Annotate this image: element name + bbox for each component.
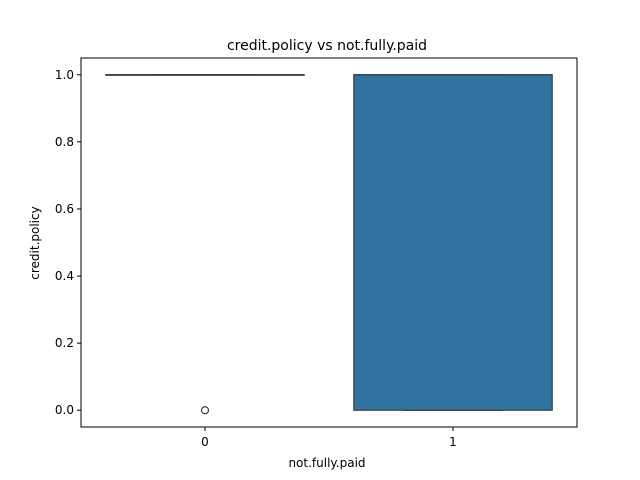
y-tick-label: 1.0 <box>55 68 74 82</box>
y-axis: 0.0 0.2 0.4 0.6 0.8 1.0 <box>55 68 81 417</box>
x-tick-label: 1 <box>449 435 457 449</box>
chart-title: credit.policy vs not.fully.paid <box>227 38 427 54</box>
y-axis-label: credit.policy <box>28 206 42 279</box>
box-group-0 <box>105 74 305 415</box>
y-tick-label: 0.2 <box>55 336 74 350</box>
box-iqr <box>353 74 553 411</box>
x-tick-label: 0 <box>201 435 209 449</box>
outlier-point <box>200 406 210 415</box>
axes-frame <box>80 57 578 428</box>
y-tick-label: 0.0 <box>55 403 74 417</box>
y-tick-label: 0.4 <box>55 269 74 283</box>
plot-area <box>105 74 553 415</box>
y-tick-label: 0.8 <box>55 135 74 149</box>
box-group-1 <box>353 74 553 411</box>
y-tick-label: 0.6 <box>55 202 74 216</box>
x-axis-label: not.fully.paid <box>288 456 365 470</box>
